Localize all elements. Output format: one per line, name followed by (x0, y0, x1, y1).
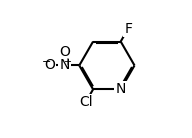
Text: Cl: Cl (79, 95, 93, 109)
Text: F: F (124, 22, 132, 36)
Text: N: N (116, 82, 126, 96)
Text: O: O (44, 58, 55, 72)
Text: −: − (42, 57, 51, 67)
Text: N: N (59, 58, 70, 72)
Text: O: O (59, 45, 70, 59)
Text: +: + (63, 57, 71, 67)
